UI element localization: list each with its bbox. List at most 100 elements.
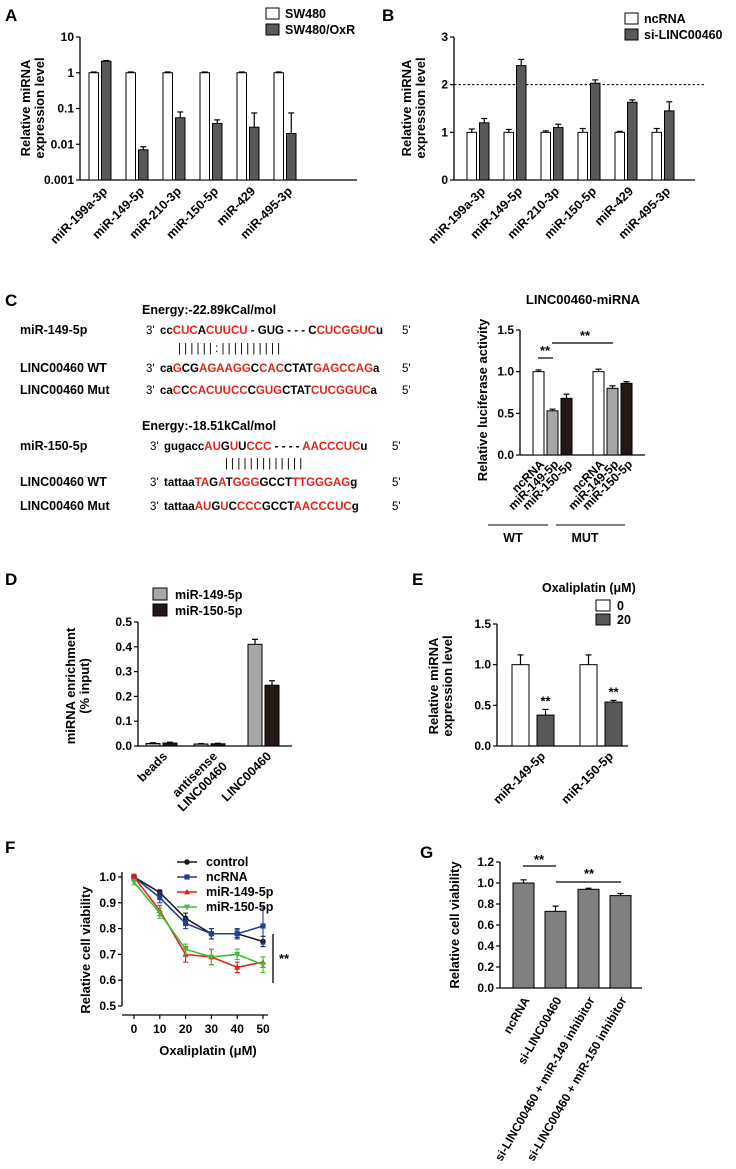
legend-swatch — [595, 613, 611, 626]
y-tick-label: 0.0 — [497, 448, 514, 462]
sequence-segment: u — [360, 441, 367, 453]
data-point — [182, 946, 189, 953]
sequence-segment: U — [230, 441, 238, 453]
sequence-segment: A — [199, 363, 207, 375]
sequence-segment: a — [370, 385, 377, 397]
sequence-name: LINC00460 Mut — [20, 499, 110, 513]
bar-mir-150-5p — [264, 684, 280, 747]
y-tick-label: 0.2 — [477, 960, 494, 974]
sequence-segment: A — [218, 477, 226, 489]
x-tick-label: ncRNA — [500, 994, 532, 1036]
series-line-mir-150-5p — [133, 881, 264, 966]
sequence-segment: CAC — [259, 363, 284, 375]
y-tick-label: 0.1 — [57, 102, 74, 116]
data-point — [260, 923, 266, 929]
legend-swatch — [152, 603, 168, 617]
bar-sw480-oxr — [138, 149, 149, 181]
sequence-segment: GAAGG — [207, 363, 251, 375]
sig-marker: ** — [608, 684, 619, 699]
y-axis-label: Relative miRNAexpression level — [426, 635, 455, 736]
sig-marker: ** — [580, 328, 591, 343]
y-axis-label: Relative miRNAexpression level — [18, 57, 47, 158]
sequence-segment: C — [181, 385, 189, 397]
x-tick-label: 0 — [131, 1022, 138, 1036]
y-tick-label: 0.5 — [99, 999, 116, 1013]
y-tick-label: 2 — [441, 78, 448, 92]
y-tick-label: 1 — [441, 125, 448, 139]
y-axis-label-line: (% input) — [77, 658, 92, 714]
sequence-segment: CTAT — [284, 363, 313, 375]
y-axis-label-line: expression level — [440, 635, 455, 736]
y-axis-label: Relative cell viability — [447, 861, 462, 989]
series-line-mir-149-5p — [133, 876, 264, 969]
y-tick-label: 0.2 — [115, 689, 132, 703]
sequence-end: 5' — [392, 441, 401, 453]
bar-ncrna — [592, 371, 605, 456]
sequence-end: 3' — [150, 477, 159, 489]
sequence-end: 3' — [146, 325, 155, 337]
bar-mir-149-5p — [606, 387, 619, 456]
sequence-segment: G — [221, 441, 230, 453]
y-axis-label-line: expression level — [413, 57, 428, 158]
sequence-segment: CUUCC — [206, 385, 248, 397]
sequence-name: LINC00460 WT — [20, 475, 107, 489]
x-tick-label: LINC00460 — [219, 749, 274, 804]
sig-marker: ** — [584, 866, 595, 881]
legend-swatch — [152, 587, 168, 601]
bar-si-linc00460 — [664, 110, 675, 181]
bar-sw480 — [162, 72, 173, 181]
x-tick-label: 40 — [231, 1022, 245, 1036]
legend-label: 20 — [617, 613, 631, 627]
legend-title: Oxaliplatin (μM) — [542, 581, 636, 595]
y-tick-label: 0.6 — [99, 973, 116, 987]
y-tick-label: 0.8 — [99, 922, 116, 936]
legend-marker — [184, 888, 190, 895]
bar-mir-150-5p — [560, 397, 573, 456]
data-point — [131, 873, 137, 880]
y-tick-label: 0.5 — [115, 615, 132, 629]
sequence-segment: GUG — [256, 385, 282, 397]
sequence-segment: C — [248, 385, 256, 397]
group-label: MUT — [571, 531, 598, 545]
sequence-alignment: Energy:-22.89kCal/mol Energy:-18.51kCal/… — [142, 303, 276, 433]
sequence-end: 5' — [402, 325, 411, 337]
sequence-segment: C — [173, 385, 181, 397]
bar-0 — [579, 664, 598, 747]
bar-si-linc00460 — [516, 65, 527, 181]
sequence-segment: G — [211, 501, 220, 513]
legend-swatch — [624, 12, 639, 25]
legend-swatch — [265, 23, 280, 36]
sequence-segment: ca — [160, 385, 173, 397]
y-tick-label: 3 — [441, 30, 448, 44]
y-axis-label-line: Relative miRNA — [18, 59, 33, 156]
legend-label: control — [206, 855, 248, 869]
sequence-segment: g — [350, 477, 357, 489]
series-line-control — [133, 876, 264, 943]
base-pair-marks: | | | | | | : | | | | | | | | | | — [178, 343, 280, 355]
sequence-segment: GCCT — [262, 501, 295, 513]
x-axis-label: Oxaliplatin (μM) — [159, 1043, 257, 1058]
sequence-segment: ca — [160, 363, 173, 375]
y-tick-label: 1 — [67, 66, 74, 80]
panel-label-g: G — [420, 843, 433, 862]
bar-si-linc00460 — [590, 82, 601, 181]
y-axis-label-line: miRNA enrichment — [63, 627, 78, 744]
bar-ncrna — [651, 131, 662, 181]
sequence-segment: tattaa — [164, 477, 195, 489]
sequence-segment: CUCGGUC — [317, 325, 376, 337]
y-tick-label: 0.4 — [115, 640, 132, 654]
legend-marker — [184, 859, 190, 865]
bar-20 — [604, 701, 623, 747]
sequence-end: 3' — [150, 501, 159, 513]
panel-label-b: B — [382, 6, 394, 25]
sequence-end: 5' — [392, 501, 401, 513]
sequence-segment: GCCT — [259, 477, 292, 489]
y-tick-label: 1.5 — [497, 323, 514, 337]
sequence-end: 5' — [402, 363, 411, 375]
sig-marker: ** — [540, 693, 551, 708]
legend-label: miR-150-5p — [206, 900, 274, 914]
legend-marker — [184, 904, 190, 911]
sequence-name: miR-150-5p — [20, 439, 88, 453]
energy-label-1: Energy:-22.89kCal/mol — [142, 303, 276, 317]
